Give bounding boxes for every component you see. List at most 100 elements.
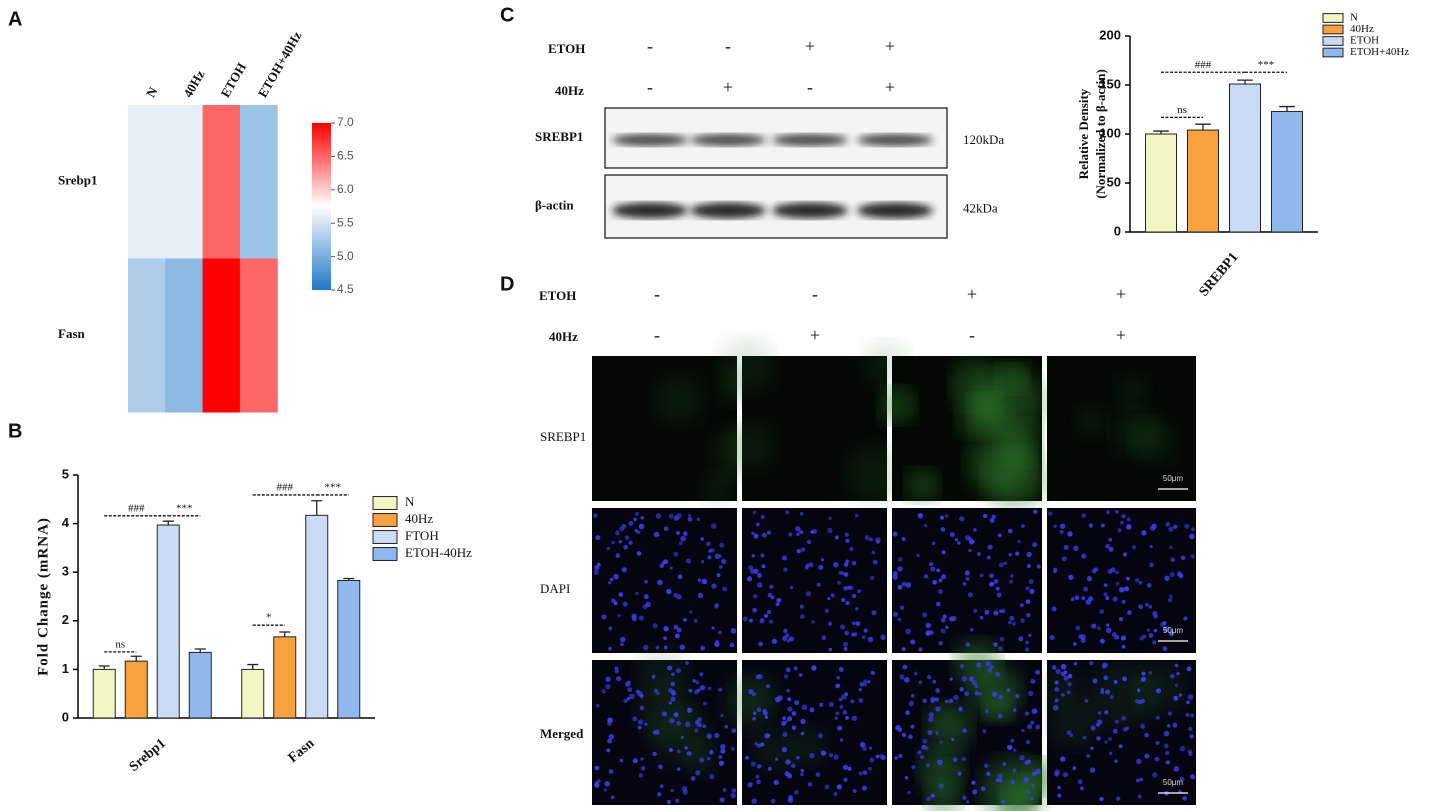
bar [124, 660, 148, 719]
nucleus [755, 674, 761, 680]
error-bar [130, 655, 142, 662]
green-signal [954, 639, 1001, 686]
nucleus [931, 541, 936, 546]
nucleus [793, 666, 798, 671]
nucleus [976, 662, 982, 668]
nucleus [957, 771, 962, 776]
nucleus [1179, 745, 1186, 752]
condition-sign: + [810, 325, 820, 345]
nucleus [1118, 744, 1123, 749]
nucleus [901, 536, 906, 542]
nucleus [715, 639, 719, 644]
nucleus [746, 576, 753, 582]
nucleus [871, 610, 877, 616]
significance-label: ns [1177, 104, 1187, 116]
nucleus [819, 702, 824, 707]
nucleus [904, 677, 910, 683]
nucleus [905, 582, 912, 588]
nucleus [1001, 799, 1005, 804]
nucleus [870, 670, 875, 675]
y-tick-label: 0 [62, 709, 69, 724]
nucleus [796, 532, 800, 537]
condition-sign: - [812, 284, 818, 304]
nucleus [1086, 575, 1093, 582]
nucleus [787, 697, 792, 702]
significance-label: *** [325, 481, 342, 493]
column-label: ETOH+40Hz [255, 29, 305, 100]
nucleus [1140, 676, 1147, 682]
nucleus [1186, 700, 1191, 705]
nucleus [1103, 592, 1108, 597]
nucleus [927, 730, 933, 736]
nucleus [1075, 625, 1081, 631]
nucleus [869, 757, 875, 763]
blot-band [690, 202, 766, 219]
nucleus [1025, 640, 1029, 645]
nucleus [643, 644, 649, 651]
nucleus [971, 680, 978, 686]
nucleus [855, 607, 859, 611]
nucleus [1028, 633, 1032, 638]
nucleus [987, 667, 993, 673]
nucleus [938, 783, 944, 789]
nucleus [937, 759, 943, 766]
nucleus [1012, 768, 1017, 773]
nucleus [1027, 690, 1034, 697]
nucleus [711, 583, 717, 589]
nucleus [783, 628, 788, 634]
nucleus [808, 562, 814, 568]
heatmap-cell [165, 105, 204, 259]
nucleus [897, 566, 903, 572]
significance-label: ns [115, 638, 125, 650]
nucleus [1063, 675, 1069, 681]
nucleus [1141, 530, 1147, 536]
nucleus [795, 755, 800, 760]
nucleus [1120, 635, 1127, 641]
nucleus [629, 693, 635, 700]
nucleus [604, 781, 610, 787]
nucleus [663, 559, 669, 565]
nucleus [1134, 578, 1140, 583]
nucleus [1015, 693, 1020, 699]
nucleus [668, 747, 673, 753]
nucleus [821, 635, 827, 641]
nucleus [1148, 671, 1152, 675]
nucleus [706, 541, 711, 546]
nucleus [828, 647, 833, 652]
nucleus [993, 579, 999, 584]
nucleus [714, 602, 719, 608]
nucleus [1062, 772, 1069, 778]
nucleus [663, 625, 669, 632]
nucleus [755, 522, 760, 527]
nucleus [644, 579, 648, 584]
green-signal [995, 421, 1041, 466]
nucleus [697, 722, 702, 728]
nucleus [910, 639, 916, 645]
nucleus [1118, 617, 1124, 622]
nucleus [863, 628, 868, 633]
nucleus [935, 688, 941, 693]
nucleus [1020, 618, 1025, 623]
nucleus [638, 773, 643, 778]
green-signal [879, 387, 916, 424]
condition-label: ETOH [548, 41, 585, 56]
nucleus [1089, 661, 1094, 666]
nucleus [787, 716, 793, 722]
nucleus [1024, 711, 1030, 716]
nucleus [908, 700, 915, 707]
nucleus [676, 530, 680, 535]
condition-sign: + [1116, 284, 1126, 304]
nucleus [788, 795, 793, 801]
nucleus [750, 761, 756, 767]
error-bar [162, 520, 174, 526]
nucleus [1025, 599, 1031, 605]
x-tick-label: SREBP1 [1197, 250, 1242, 300]
nucleus [864, 534, 870, 541]
nucleus [968, 539, 975, 545]
nucleus [993, 610, 999, 616]
nucleus [836, 676, 840, 680]
nucleus [868, 746, 873, 750]
green-signal [751, 728, 795, 772]
nucleus [984, 763, 989, 768]
error-bar [98, 665, 110, 670]
